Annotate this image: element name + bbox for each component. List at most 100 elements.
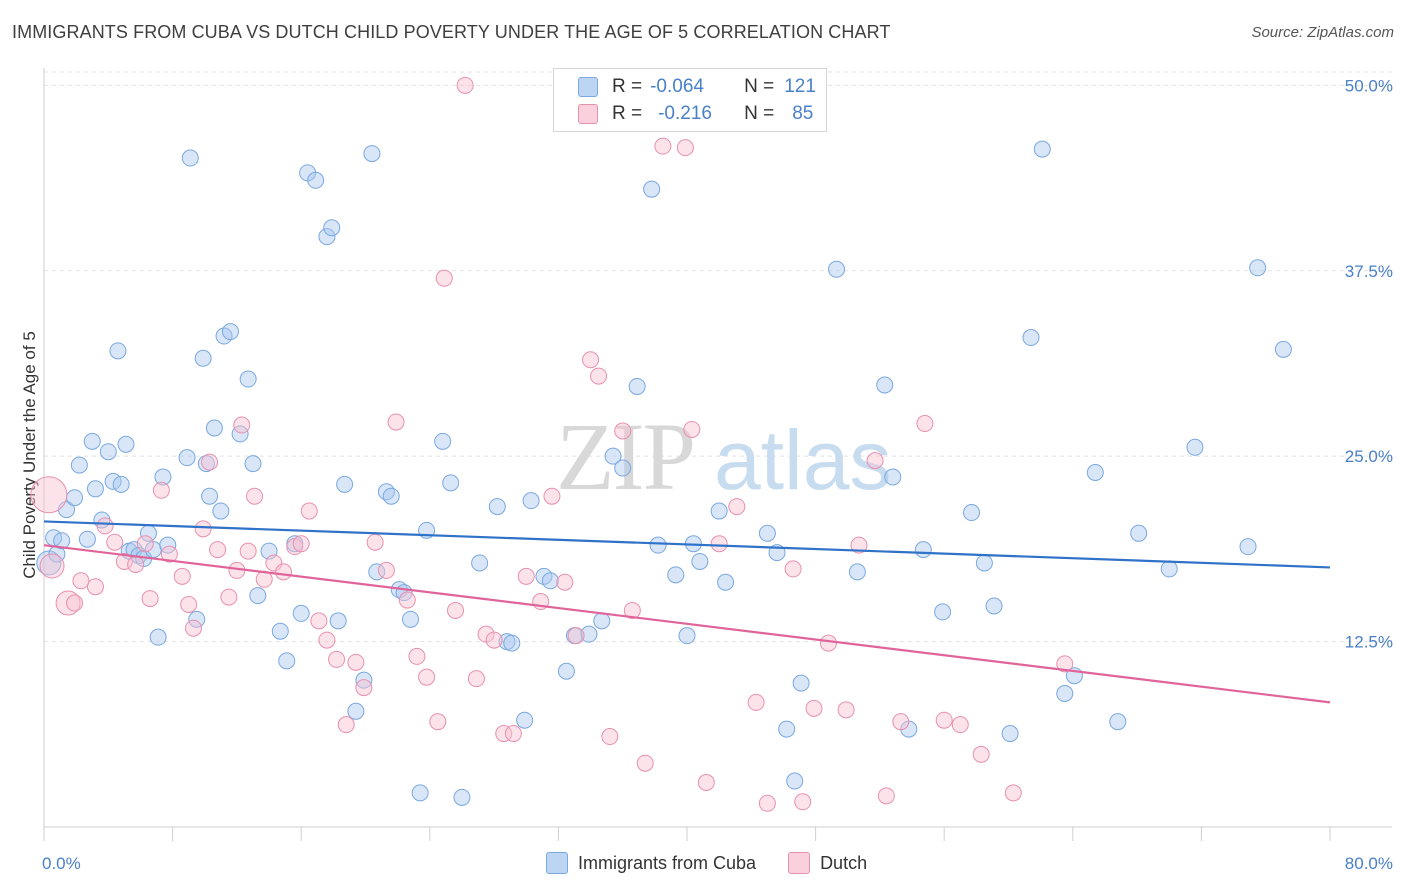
point-cuba	[649, 536, 667, 554]
point-dutch	[819, 634, 837, 652]
chart-title: IMMIGRANTS FROM CUBA VS DUTCH CHILD POVE…	[12, 22, 891, 42]
point-dutch	[614, 422, 632, 440]
point-cuba	[1130, 524, 1148, 542]
r-value: -0.216	[658, 103, 712, 124]
point-dutch	[209, 541, 227, 559]
point-cuba	[194, 349, 212, 367]
point-cuba	[181, 149, 199, 167]
point-dutch	[328, 650, 346, 668]
point-cuba	[710, 502, 728, 520]
point-dutch	[152, 481, 170, 499]
point-dutch	[582, 351, 600, 369]
point-dutch	[916, 415, 934, 433]
point-cuba	[914, 541, 932, 559]
point-cuba	[1056, 685, 1074, 703]
point-cuba	[329, 612, 347, 630]
point-cuba	[1086, 463, 1104, 481]
point-dutch	[683, 420, 701, 438]
n-label: N =	[744, 76, 775, 97]
point-cuba	[516, 711, 534, 729]
point-cuba	[985, 597, 1003, 615]
point-dutch	[1056, 655, 1074, 673]
point-dutch	[728, 498, 746, 516]
point-dutch	[567, 627, 585, 645]
point-dutch	[246, 487, 264, 505]
point-dutch	[265, 554, 283, 572]
point-cuba	[522, 492, 540, 510]
point-dutch	[636, 754, 654, 772]
point-cuba	[678, 627, 696, 645]
point-dutch	[310, 612, 328, 630]
point-dutch	[623, 601, 641, 619]
point-dutch	[710, 535, 728, 553]
point-cuba	[691, 552, 709, 570]
legend-item-cuba: Immigrants from Cuba	[546, 852, 756, 874]
point-dutch	[556, 573, 574, 591]
point-cuba	[83, 432, 101, 450]
point-cuba	[1001, 725, 1019, 743]
point-dutch	[275, 563, 293, 581]
point-cuba	[307, 171, 325, 189]
series-legend: Immigrants from Cuba Dutch	[546, 852, 899, 874]
point-dutch	[747, 693, 765, 711]
point-cuba	[78, 530, 96, 548]
point-cuba	[231, 425, 249, 443]
point-cuba	[382, 487, 400, 505]
point-cuba	[363, 145, 381, 163]
point-cuba	[244, 455, 262, 473]
legend-label-dutch: Dutch	[820, 852, 868, 873]
point-cuba	[434, 432, 452, 450]
legend-label-cuba: Immigrants from Cuba	[578, 852, 757, 873]
point-dutch	[485, 631, 503, 649]
point-dutch	[935, 711, 953, 729]
point-cuba	[402, 610, 420, 628]
point-dutch	[543, 487, 561, 505]
x-tick-label: 0.0%	[42, 854, 81, 873]
point-cuba	[1109, 713, 1127, 731]
point-dutch	[136, 535, 154, 553]
point-dutch	[837, 701, 855, 719]
point-cuba	[792, 674, 810, 692]
y-tick-label: 12.5%	[1345, 633, 1393, 652]
r-label: R =	[612, 103, 643, 124]
point-cuba	[239, 370, 257, 388]
legend-swatch-dutch	[788, 852, 811, 874]
point-cuba	[884, 468, 902, 486]
point-cuba	[86, 480, 104, 498]
point-dutch	[292, 535, 310, 553]
point-dutch	[55, 590, 81, 616]
n-value: 121	[784, 76, 816, 97]
point-cuba	[99, 443, 117, 461]
point-dutch	[96, 517, 114, 535]
point-dutch	[866, 452, 884, 470]
point-cuba	[221, 323, 239, 341]
y-tick-label: 50.0%	[1345, 76, 1393, 95]
watermark-atlas: atlas	[714, 413, 891, 507]
point-cuba	[1160, 560, 1178, 578]
point-dutch	[601, 728, 619, 746]
point-cuba	[66, 489, 84, 507]
point-dutch	[239, 542, 257, 560]
trend-line-dutch	[43, 544, 1331, 704]
point-cuba	[154, 468, 172, 486]
point-cuba	[786, 772, 804, 790]
source-label: Source: ZipAtlas.com	[1251, 24, 1394, 41]
point-dutch	[429, 713, 447, 731]
point-cuba	[53, 532, 71, 550]
point-cuba	[667, 566, 685, 584]
point-cuba	[580, 625, 598, 643]
point-cuba	[292, 604, 310, 622]
point-dutch	[66, 594, 84, 612]
point-dutch	[347, 653, 365, 671]
point-cuba	[149, 628, 167, 646]
point-cuba	[1249, 259, 1267, 277]
legend-swatch-dutch	[578, 104, 598, 124]
n-value: 85	[792, 103, 814, 124]
point-dutch	[318, 631, 336, 649]
point-cuba	[471, 554, 489, 572]
legend-row-dutch: R = -0.216 N = 85	[578, 102, 813, 126]
point-dutch	[877, 787, 895, 805]
trend-lines	[43, 520, 1331, 704]
point-dutch	[784, 560, 802, 578]
